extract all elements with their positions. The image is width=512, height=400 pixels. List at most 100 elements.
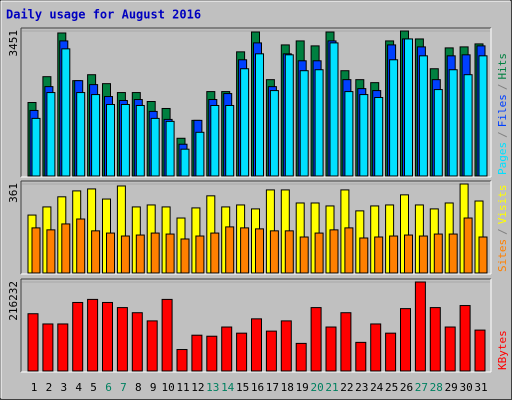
x-tick-label: 24	[370, 381, 384, 394]
x-tick-label: 10	[161, 381, 174, 394]
bar	[195, 131, 205, 177]
x-tick-label: 17	[266, 381, 279, 394]
bar	[385, 332, 397, 372]
bar	[46, 229, 56, 274]
x-tick-label: 4	[75, 381, 82, 394]
bar	[57, 323, 69, 372]
x-tick-label: 12	[191, 381, 204, 394]
legend-entry: Hits	[496, 53, 509, 80]
bar	[374, 236, 384, 274]
bar	[359, 237, 369, 274]
legend-entry: Files	[496, 94, 509, 127]
bar	[329, 229, 339, 274]
bar	[76, 92, 86, 177]
legend-entry: Sites	[496, 239, 509, 272]
x-tick-label: 6	[105, 381, 112, 394]
bar	[374, 97, 384, 177]
bar	[251, 318, 262, 372]
bar	[116, 307, 128, 372]
bar	[478, 55, 488, 177]
bar	[433, 233, 443, 274]
bar	[240, 227, 250, 274]
x-tick-label: 16	[251, 381, 264, 394]
bar	[459, 305, 471, 372]
bar	[329, 42, 339, 177]
bar	[165, 233, 175, 274]
bar	[91, 230, 101, 274]
bar	[106, 232, 115, 274]
bar	[150, 117, 160, 177]
x-tick-label: 1	[31, 381, 38, 394]
bar	[314, 69, 324, 177]
bar	[27, 313, 39, 372]
legend: KBytes	[496, 330, 509, 370]
bar	[474, 329, 486, 372]
bar	[463, 217, 473, 274]
bar	[180, 148, 190, 177]
bar	[359, 94, 369, 177]
x-tick-label: 30	[459, 381, 472, 394]
chart-title: Daily usage for August 2016	[6, 8, 201, 22]
y-tick-label: 361	[7, 183, 20, 203]
bar	[265, 330, 277, 372]
bar	[72, 301, 84, 372]
x-tick-label: 11	[176, 381, 189, 394]
x-tick-label: 8	[135, 381, 142, 394]
bar	[325, 326, 337, 372]
bar	[210, 104, 220, 177]
x-tick-label: 25	[385, 381, 398, 394]
legend-entry: Visits	[496, 185, 509, 225]
bar	[310, 307, 322, 372]
bar	[414, 281, 426, 372]
bar	[221, 326, 233, 372]
x-tick-label: 28	[430, 381, 443, 394]
bar	[478, 236, 488, 274]
bar	[135, 234, 145, 274]
bar	[269, 90, 279, 177]
legend: Sites / Visits	[496, 185, 509, 273]
bar	[135, 104, 145, 177]
bar	[46, 92, 56, 177]
bar	[389, 59, 399, 177]
bar	[61, 48, 71, 177]
x-tick-label: 23	[355, 381, 368, 394]
x-tick-label: 15	[236, 381, 249, 394]
x-tick-label: 14	[221, 381, 235, 394]
x-tick-label: 20	[310, 381, 323, 394]
x-tick-label: 29	[445, 381, 458, 394]
bar	[176, 349, 188, 372]
bar	[418, 55, 428, 177]
x-tick-label: 26	[400, 381, 413, 394]
bar	[191, 334, 203, 372]
bar	[161, 298, 173, 372]
legend: Pages / Files / Hits	[496, 53, 509, 175]
bar	[180, 238, 190, 274]
x-tick-label: 31	[474, 381, 487, 394]
bar	[355, 341, 367, 372]
bar	[389, 235, 399, 274]
bar	[284, 54, 294, 177]
bar	[31, 227, 41, 274]
bar	[429, 307, 441, 372]
bar	[240, 68, 250, 177]
y-tick-label: 3451	[7, 30, 20, 57]
x-tick-label: 18	[281, 381, 294, 394]
bar	[418, 235, 428, 274]
y-tick-label: 216232	[7, 281, 20, 321]
bar	[400, 308, 411, 372]
bar	[91, 94, 101, 177]
bar	[404, 234, 413, 274]
bar	[87, 298, 99, 372]
x-tick-label: 27	[415, 381, 428, 394]
bar	[299, 70, 309, 177]
x-tick-label: 3	[60, 381, 67, 394]
bar	[340, 312, 352, 372]
x-tick-label: 9	[150, 381, 157, 394]
bar	[463, 74, 473, 177]
bar	[448, 233, 458, 274]
legend-separator: /	[496, 84, 509, 91]
bar	[344, 227, 354, 274]
legend-separator: /	[496, 228, 509, 235]
bar	[448, 69, 458, 177]
